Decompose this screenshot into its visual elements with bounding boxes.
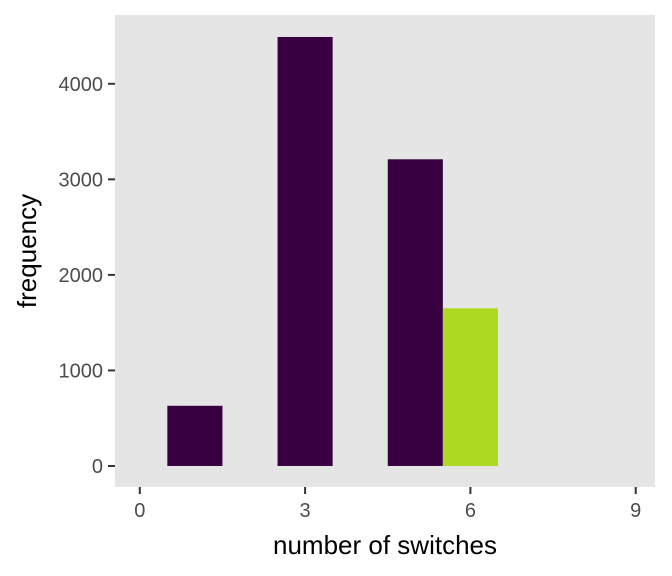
bar-0 bbox=[167, 405, 223, 466]
bars-group bbox=[167, 36, 498, 466]
bar-3 bbox=[442, 308, 498, 466]
y-tick-label: 0 bbox=[92, 456, 103, 478]
x-axis-title: number of switches bbox=[273, 530, 497, 560]
y-axis: 0 1000 2000 3000 4000 bbox=[59, 74, 115, 478]
x-tick-label: 0 bbox=[134, 500, 145, 522]
y-tick-label: 1000 bbox=[59, 360, 104, 382]
y-axis-title: frequency bbox=[12, 194, 42, 308]
x-axis: 0 3 6 9 bbox=[134, 487, 641, 522]
y-tick-label: 3000 bbox=[59, 169, 104, 191]
x-tick-label: 9 bbox=[630, 500, 641, 522]
x-tick-label: 3 bbox=[300, 500, 311, 522]
bar-2 bbox=[387, 159, 443, 466]
bar-1 bbox=[277, 36, 333, 466]
x-tick-label: 6 bbox=[465, 500, 476, 522]
y-tick-label: 4000 bbox=[59, 74, 104, 96]
y-tick-label: 2000 bbox=[59, 265, 104, 287]
